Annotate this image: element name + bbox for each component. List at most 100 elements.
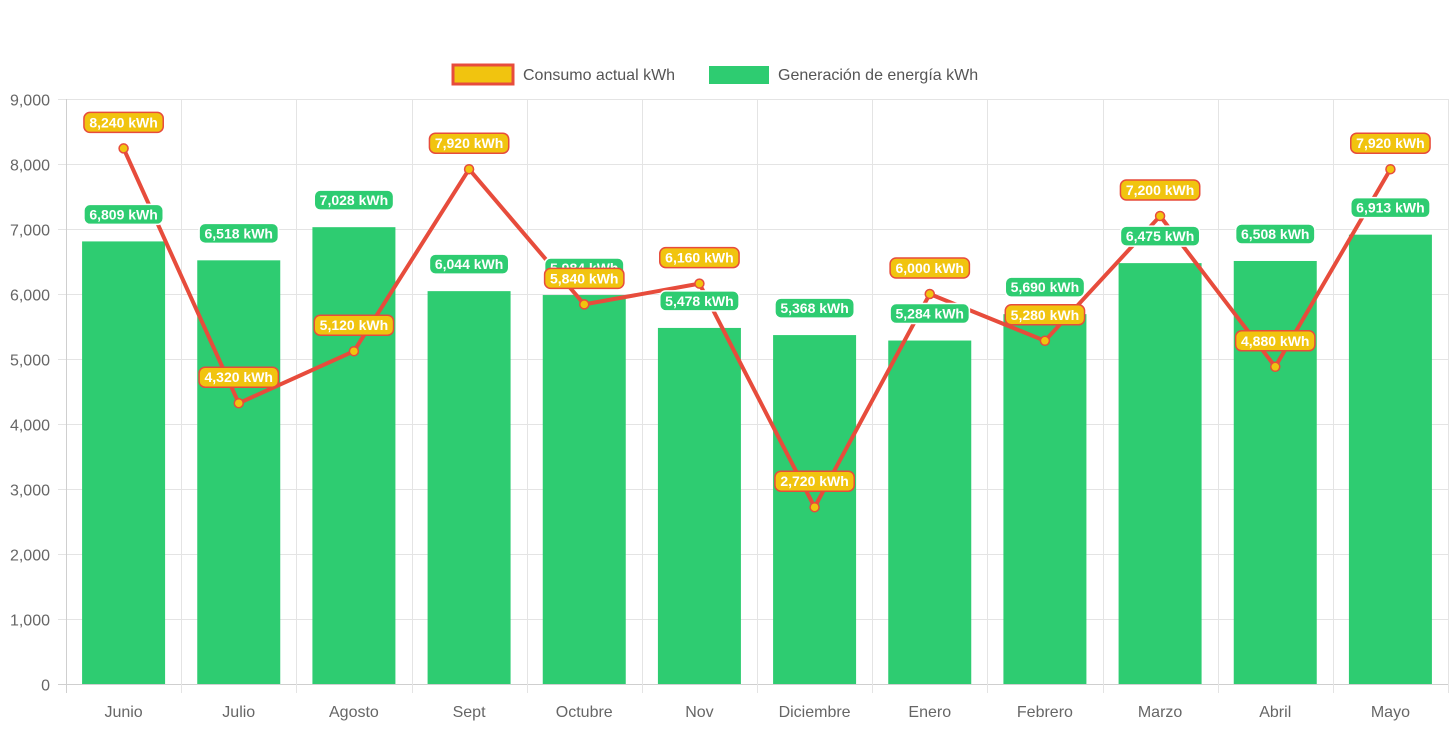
line-data-label: 6,000 kWh bbox=[889, 257, 971, 279]
line-data-label: 8,240 kWh bbox=[83, 111, 164, 134]
line-data-label-text: 8,240 kWh bbox=[89, 114, 157, 130]
bar-data-label: 6,044 kWh bbox=[428, 253, 510, 275]
x-tick-label: Abril bbox=[1259, 704, 1291, 721]
line-point[interactable] bbox=[694, 278, 705, 289]
bar-data-label-text: 6,044 kWh bbox=[435, 256, 503, 272]
bar-data-label-text: 6,508 kWh bbox=[1241, 226, 1309, 242]
bar-data-label-text: 5,284 kWh bbox=[896, 306, 964, 322]
bar[interactable] bbox=[657, 327, 741, 684]
x-tick-label: Agosto bbox=[329, 704, 379, 721]
line-data-label-bg bbox=[889, 257, 971, 279]
bar-data-label: 6,508 kWh bbox=[1234, 223, 1316, 245]
bar-data-label-bg bbox=[774, 297, 855, 319]
line-data-label-text: 2,720 kWh bbox=[780, 473, 848, 489]
line-data-label: 7,200 kWh bbox=[1119, 179, 1201, 201]
line-data-label-text: 5,280 kWh bbox=[1011, 307, 1079, 323]
bar[interactable] bbox=[197, 260, 281, 684]
line-data-label-bg bbox=[1350, 132, 1431, 154]
bar-data-label-bg bbox=[198, 222, 280, 245]
bar[interactable] bbox=[1233, 260, 1317, 684]
x-tick-label: Junio bbox=[104, 704, 142, 721]
bar-data-label: 5,368 kWh bbox=[774, 297, 855, 319]
line-data-label: 5,840 kWh bbox=[543, 267, 625, 290]
line-data-labels: 8,240 kWh 4,320 kWh 5,120 kWh 7,920 kWh 5,84… bbox=[83, 111, 1431, 492]
line-data-label-bg bbox=[774, 470, 855, 492]
bar-data-label: 6,518 kWh bbox=[198, 222, 280, 245]
bar-data-label-bg bbox=[1350, 196, 1431, 219]
legend-item-consumo[interactable]: Consumo actual kWh bbox=[451, 63, 675, 86]
line-data-label-text: 5,120 kWh bbox=[320, 317, 388, 333]
line-data-label-bg bbox=[428, 132, 510, 154]
bar[interactable] bbox=[888, 340, 972, 684]
bar-data-label-text: 6,913 kWh bbox=[1356, 200, 1424, 216]
x-tick-label: Enero bbox=[908, 704, 951, 721]
bar[interactable] bbox=[542, 295, 626, 684]
bar-data-label-bg bbox=[313, 189, 395, 211]
line-data-label: 5,280 kWh bbox=[1004, 304, 1086, 326]
bar[interactable] bbox=[1003, 314, 1087, 684]
legend-swatch-consumo bbox=[451, 63, 515, 86]
bar-data-label-text: 5,478 kWh bbox=[665, 293, 733, 309]
line-data-label-text: 7,920 kWh bbox=[1356, 135, 1424, 151]
bar-data-label: 5,284 kWh bbox=[889, 302, 971, 325]
line-data-label-text: 6,160 kWh bbox=[665, 250, 733, 266]
line-point[interactable] bbox=[1154, 210, 1166, 222]
line-data-label-bg bbox=[543, 267, 625, 290]
bar[interactable] bbox=[427, 291, 511, 684]
line-point[interactable] bbox=[1270, 361, 1281, 373]
line-data-label-text: 4,320 kWh bbox=[205, 369, 273, 385]
line-point[interactable] bbox=[1385, 163, 1396, 175]
legend-item-generacion[interactable]: Generación de energía kWh bbox=[709, 66, 978, 84]
bar-data-label-text: 5,368 kWh bbox=[780, 300, 848, 316]
line-data-label-bg bbox=[1004, 304, 1086, 326]
x-tick-label: Julio bbox=[222, 704, 255, 721]
line-series bbox=[118, 143, 1396, 513]
bar-series bbox=[82, 227, 1432, 685]
line-data-label: 7,920 kWh bbox=[428, 132, 510, 154]
line-data-label-bg bbox=[1119, 179, 1201, 201]
line-point[interactable] bbox=[1039, 335, 1051, 347]
line-data-label-bg bbox=[83, 111, 164, 134]
line-data-label: 4,880 kWh bbox=[1234, 330, 1316, 352]
line-point[interactable] bbox=[118, 143, 129, 154]
y-tick-label: 4,000 bbox=[10, 418, 50, 435]
x-tick-label: Sept bbox=[453, 704, 486, 721]
bar-data-label-text: 7,028 kWh bbox=[320, 192, 388, 208]
bar[interactable] bbox=[312, 227, 396, 684]
line-data-label: 7,920 kWh bbox=[1350, 132, 1431, 154]
bar-data-label: 5,478 kWh bbox=[659, 290, 740, 312]
line-data-label-text: 5,840 kWh bbox=[550, 270, 618, 286]
line-point[interactable] bbox=[579, 299, 590, 310]
y-tick-label: 2,000 bbox=[10, 548, 50, 565]
legend-label-consumo: Consumo actual kWh bbox=[523, 67, 675, 84]
line-data-label-bg bbox=[659, 246, 740, 269]
bar[interactable] bbox=[82, 241, 166, 685]
line-data-label: 5,120 kWh bbox=[313, 314, 395, 336]
bar-data-label: 6,913 kWh bbox=[1350, 196, 1431, 219]
bar-data-label: 7,028 kWh bbox=[313, 189, 395, 211]
y-tick-label: 6,000 bbox=[10, 288, 50, 305]
bar-data-label-bg bbox=[889, 302, 971, 325]
bar[interactable] bbox=[1348, 234, 1432, 684]
line-data-label-bg bbox=[1234, 330, 1316, 352]
line-data-label-text: 4,880 kWh bbox=[1241, 333, 1309, 349]
x-tick-label: Nov bbox=[685, 704, 713, 721]
bar-data-label-bg bbox=[1119, 225, 1201, 247]
bar[interactable] bbox=[1118, 263, 1202, 684]
line-data-label: 4,320 kWh bbox=[198, 366, 280, 388]
y-tick-label: 9,000 bbox=[10, 93, 50, 110]
y-tick-label: 1,000 bbox=[10, 613, 50, 630]
legend-label-generacion: Generación de energía kWh bbox=[778, 67, 978, 84]
line-data-label-text: 7,200 kWh bbox=[1126, 182, 1194, 198]
y-tick-label: 0 bbox=[41, 678, 50, 695]
line-point[interactable] bbox=[233, 397, 244, 409]
line-data-label: 6,160 kWh bbox=[659, 246, 740, 269]
line-data-label-text: 6,000 kWh bbox=[896, 260, 964, 276]
line-point[interactable] bbox=[348, 345, 360, 357]
line-point[interactable] bbox=[924, 288, 935, 300]
bar-data-label-text: 6,475 kWh bbox=[1126, 228, 1194, 244]
line-point[interactable] bbox=[463, 163, 475, 175]
legend: Consumo actual kWh Generación de energía… bbox=[451, 63, 978, 86]
line-point[interactable] bbox=[809, 501, 820, 513]
